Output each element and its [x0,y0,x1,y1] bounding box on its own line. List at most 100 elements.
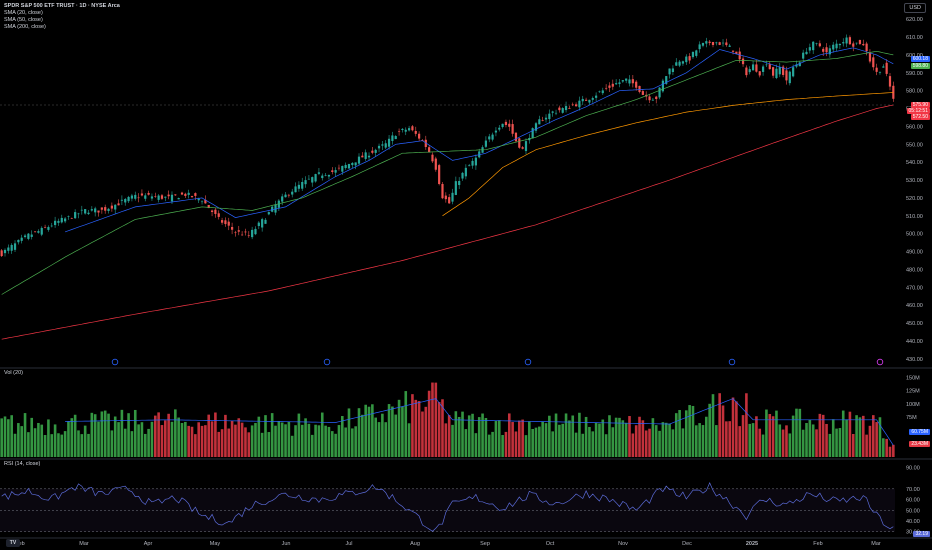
candle-body [30,234,33,237]
candle-body [568,107,571,109]
symbol-title[interactable]: SPDR S&P 500 ETF TRUST · 1D · NYSE Arca [4,3,120,9]
volume-bar [885,438,888,457]
volume-bar [7,419,10,457]
volume-bar [785,425,788,457]
candle-body [748,69,751,73]
currency-button[interactable]: USD [904,3,926,13]
time-axis-label: Dec [682,541,692,547]
volume-bar [541,421,544,457]
volume-bar [841,410,845,457]
candle-body [474,157,477,166]
volume-bar [474,433,478,457]
candle-body [267,212,270,215]
price-axis-tick: 470.00 [906,285,923,291]
candle-body [147,192,150,195]
candle-body [57,220,60,223]
candle-body [314,174,317,182]
rsi-axis-tick: 70.00 [906,487,920,493]
volume-bar [270,413,274,457]
candle-body [842,42,845,44]
volume-bar [798,408,802,457]
price-axis-tick: 620.00 [906,17,923,23]
candle-body [347,163,351,169]
volume-bar [177,417,180,457]
volume-bar [795,408,798,457]
volume-bar [594,422,598,457]
candle-body [60,217,63,223]
volume-pane-label[interactable]: Vol (20) [4,370,23,376]
volume-bar [875,422,878,457]
volume-bar [624,422,628,457]
event-marker [876,358,884,366]
volume-axis-tick: 100M [906,402,920,408]
volume-bar [691,405,695,457]
candle-body [407,128,411,131]
volume-bar [457,416,461,457]
volume-bar [160,425,164,457]
candle-body [150,196,154,199]
volume-bar [534,427,538,457]
volume-bar [775,410,778,457]
candle-body [77,213,80,215]
candle-body [675,62,678,66]
volume-bar [361,414,364,457]
indicator-sma50-label[interactable]: SMA (50, close) [4,17,43,23]
chart-legend: SPDR S&P 500 ETF TRUST · 1D · NYSE Arca … [4,3,120,31]
volume-bar [167,413,170,457]
volume-bar [414,399,418,457]
candle-body [691,51,695,58]
candle-body [414,130,417,134]
volume-bar [20,426,24,457]
candle-body [274,204,277,213]
volume-bar [347,408,351,457]
volume-bar [504,431,508,457]
candle-body [220,220,224,223]
volume-bar [538,426,541,457]
indicator-sma200-label[interactable]: SMA (200, close) [4,24,46,30]
volume-bar [174,409,177,457]
rsi-pane-label[interactable]: RSI (14, close) [4,461,41,467]
indicator-sma20-label[interactable]: SMA (20, close) [4,10,43,16]
volume-bar [718,393,721,457]
volume-bar [781,429,785,457]
volume-bar [574,432,578,457]
volume-bar [391,406,394,457]
volume-bar [354,426,357,457]
volume-bar [264,415,267,457]
candle-body [247,234,250,236]
candle-body [444,195,447,200]
volume-bar [304,418,307,457]
volume-bar [658,430,661,457]
volume-bar [357,408,361,457]
price-axis-tick: 550.00 [906,142,923,148]
time-axis-label: May [210,541,221,547]
candle-body [377,145,381,149]
candle-body [174,194,177,196]
candle-body [137,197,140,199]
volume-bar [310,434,314,457]
candle-body [227,221,230,226]
time-axis-label: Mar [79,541,89,547]
volume-bar [511,422,514,457]
volume-bar [220,429,224,457]
candle-body [311,177,314,183]
candle-body [618,82,621,84]
candle-body [287,194,290,196]
tradingview-logo[interactable]: TV [6,539,20,547]
volume-bar [250,425,254,457]
volume-bar [320,412,324,457]
volume-bar [698,423,701,457]
volume-bar [855,415,858,457]
candle-body [628,79,631,84]
candle-body [387,138,391,147]
candle-body [558,107,561,111]
volume-bar [721,405,725,457]
volume-bar [561,423,565,457]
candle-body [584,99,588,101]
rsi-axis-tick: 50.00 [906,508,920,514]
volume-bar [464,429,468,457]
candle-body [140,193,144,196]
candle-body [601,90,604,94]
volume-bar [715,425,718,457]
